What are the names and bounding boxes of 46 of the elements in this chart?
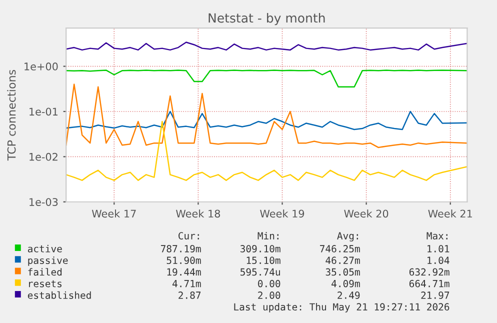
- legend-label: active: [28, 244, 62, 252]
- legend-label: passive: [28, 256, 68, 266]
- text: Cur:: [178, 232, 199, 240]
- legend-label: failed: [28, 268, 62, 276]
- text: Max:: [426, 232, 448, 240]
- y-tick-label: 1e+00: [24, 62, 58, 70]
- x-tick-label: Week 18: [176, 210, 220, 218]
- text: 746.25m: [320, 245, 360, 252]
- text: 1.04: [428, 256, 450, 264]
- legend-label: resets: [29, 280, 62, 288]
- text: 309.10m: [240, 245, 280, 252]
- text: 19.44m: [167, 268, 201, 276]
- text: 595.74u: [240, 268, 280, 276]
- text: Last update: Thu May 21 19:27:11 2026: [234, 303, 450, 312]
- text: Min:: [258, 232, 278, 240]
- text: 21.97: [421, 292, 450, 299]
- line-series: [66, 70, 468, 88]
- chart-title: Netstat - by month: [208, 13, 325, 26]
- text: 4.09m: [332, 280, 360, 288]
- line-series: [66, 42, 468, 51]
- text: 787.19m: [160, 245, 201, 252]
- text: 632.92m: [409, 268, 450, 276]
- text: 35.05m: [326, 268, 360, 276]
- x-tick-label: Week 19: [260, 210, 304, 218]
- text: 0.00: [258, 280, 280, 288]
- line-series: [66, 120, 468, 181]
- y-tick-label: 1e-02: [30, 152, 58, 161]
- text: 46.27m: [326, 256, 360, 264]
- text: 2.49: [338, 292, 360, 299]
- y-tick-label: 1e-01: [30, 108, 58, 116]
- legend-label: established: [28, 291, 91, 299]
- line-series: [66, 84, 468, 148]
- text: Avg:: [337, 232, 358, 242]
- x-tick-label: Week 21: [428, 210, 472, 218]
- text: 2.87: [178, 292, 201, 299]
- x-tick-label: Week 17: [92, 210, 136, 218]
- text: 664.71m: [409, 280, 450, 288]
- text: 1.01: [428, 245, 450, 252]
- text: 51.90m: [166, 256, 201, 264]
- line-series: [66, 110, 468, 130]
- y-tick-label: 1e-03: [30, 198, 58, 206]
- y-axis-title: TCP connections: [7, 70, 16, 161]
- text: 4.71m: [172, 280, 201, 288]
- text: 2.00: [258, 292, 280, 299]
- x-tick-label: Week 20: [344, 210, 388, 218]
- text: 15.10m: [246, 256, 280, 264]
